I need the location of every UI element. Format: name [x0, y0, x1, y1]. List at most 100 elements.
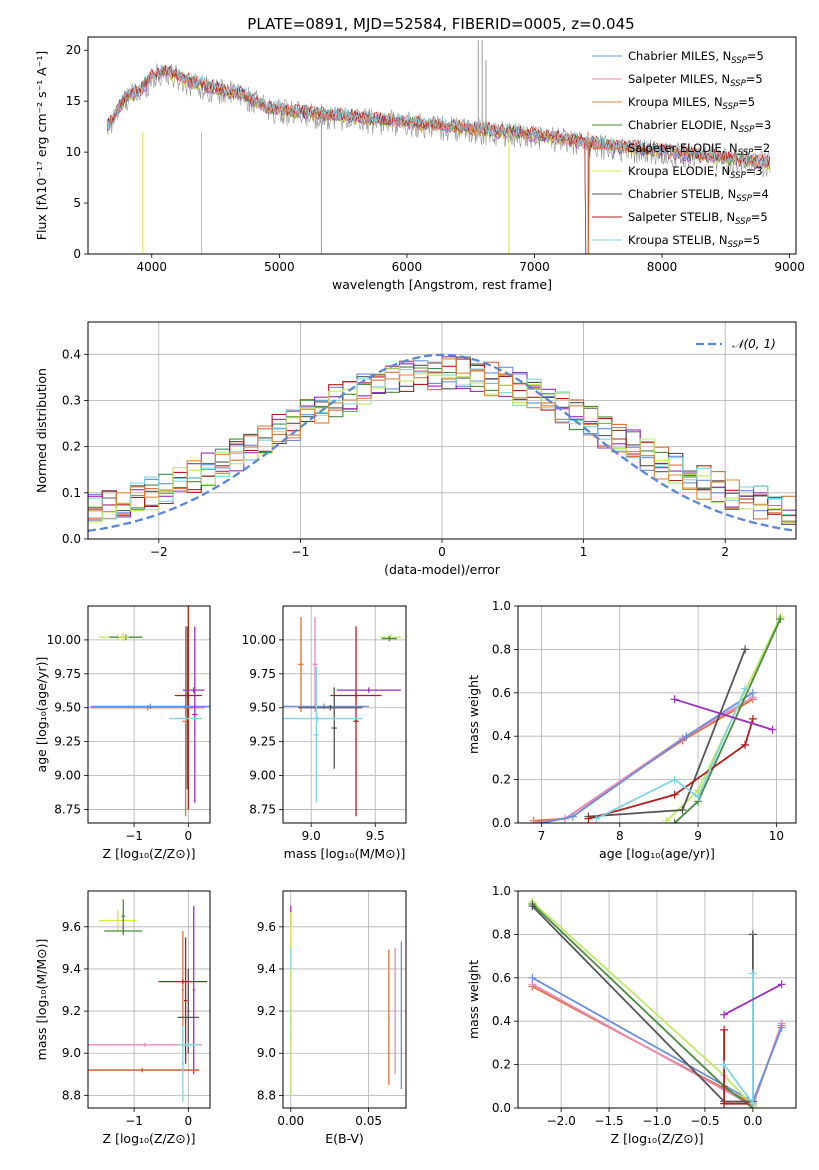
x-tick-label: 9.5	[366, 829, 385, 843]
mass-weight-marker	[748, 688, 757, 697]
legend-label: Chabrier ELODIE, NSSP=3	[628, 118, 771, 135]
mass-weight-marker	[678, 805, 687, 814]
gaussian-curve	[88, 353, 796, 533]
legend-label: Kroupa STELIB, NSSP=5	[628, 233, 760, 250]
legend-label: 𝒩(0, 1)	[732, 337, 776, 351]
x-tick-label: 0.05	[355, 1114, 382, 1128]
axes-frame	[87, 321, 797, 540]
data-point	[184, 999, 187, 1002]
x-axis-label: Z [log₁₀(Z/Z⊙)]	[103, 1131, 196, 1146]
mass-weight-marker	[720, 1010, 729, 1019]
y-tick-label: 0.4	[492, 1014, 511, 1028]
y-axis-label: age [log₁₀(age/yr)]	[34, 657, 49, 773]
data-point	[149, 705, 152, 708]
data-point	[187, 1043, 190, 1046]
y-tick-label: 0	[73, 247, 81, 261]
legend-label-sub: SSP	[723, 102, 739, 112]
legend-label-main: Kroupa STELIB, N	[628, 233, 728, 247]
x-tick-label: 6000	[392, 260, 423, 274]
legend-label-sub: SSP	[735, 217, 751, 227]
x-tick-label: −1.5	[594, 1114, 623, 1128]
legend-label: Salpeter ELODIE, NSSP=2	[628, 141, 770, 158]
panel-age_vs_Z: −1 0 8.75 9.00 9.25 9.50 9.75 10.00 Z [log₁₀(Z/Z…	[34, 605, 211, 861]
data-point	[181, 1062, 184, 1065]
legend-label-sub: SSP	[739, 125, 755, 135]
mass-weight-marker	[694, 792, 703, 801]
y-tick-label: 9.50	[249, 701, 276, 715]
data-point	[122, 915, 125, 918]
mass-weight-line	[595, 688, 746, 820]
y-tick-label: 9.4	[62, 962, 81, 976]
data-point	[289, 1031, 292, 1034]
x-tick-label: −1	[125, 829, 143, 843]
mass-weight-marker	[777, 980, 786, 989]
y-axis-label: Flux [fλ10⁻¹⁷ erg cm⁻² s⁻¹ A⁻¹]	[34, 51, 49, 240]
mass-weight-marker	[670, 775, 679, 784]
y-tick-label: 0.2	[62, 440, 81, 454]
plot-area	[106, 40, 771, 254]
y-tick-label: 9.2	[62, 1004, 81, 1018]
plot-area	[528, 897, 786, 1108]
y-tick-label: 0.0	[62, 532, 81, 546]
y-axis-label: mass weight	[466, 960, 481, 1039]
y-tick-label: 9.00	[54, 769, 81, 783]
x-tick-label: 7000	[519, 260, 550, 274]
data-point	[389, 636, 392, 639]
y-tick-label: 0.0	[492, 816, 511, 830]
y-tick-label: 9.6	[62, 920, 81, 934]
y-tick-label: 0.1	[62, 486, 81, 500]
y-tick-label: 0.8	[492, 642, 511, 656]
mass-weight-line	[588, 649, 746, 818]
axes-frame	[87, 605, 211, 824]
x-tick-label: 9.0	[302, 829, 321, 843]
data-point	[394, 1010, 397, 1012]
y-tick-label: 9.6	[257, 920, 276, 934]
mass-weight-marker	[741, 740, 750, 749]
legend-label-main: Salpeter MILES, N	[628, 72, 730, 86]
legend-label-main: Kroupa MILES, N	[628, 95, 723, 109]
mass-weight-line	[674, 698, 773, 731]
x-axis-label: wavelength [Angstrom, rest frame]	[332, 277, 552, 292]
x-tick-label: 0.00	[277, 1114, 304, 1128]
panel-weight_vs_Z: −2.0 −1.5 −1.0 −0.5 0.0 0.0 0.2 0.4 0.6 0.8 1.0 Z […	[466, 884, 797, 1146]
x-axis-label: (data-model)/error	[384, 562, 501, 577]
mass-weight-marker	[529, 819, 538, 823]
y-tick-label: 5	[73, 196, 81, 210]
plot-area	[88, 353, 796, 533]
x-tick-label: 9000	[774, 260, 805, 274]
panel-spectrum: 4000 5000 6000 7000 8000 9000 0 5 10 15 20 waveleng…	[34, 36, 805, 292]
x-axis-label: Z [log₁₀(Z/Z⊙)]	[611, 1131, 704, 1146]
x-tick-label: 0	[184, 829, 192, 843]
legend-label: Kroupa MILES, NSSP=5	[628, 95, 755, 112]
y-tick-label: 10.00	[47, 633, 81, 647]
legend-label-tail: =5	[738, 95, 755, 109]
x-tick-label: −1	[125, 1114, 143, 1128]
y-tick-label: 0.6	[492, 686, 511, 700]
axes-frame	[282, 605, 407, 824]
y-tick-label: 8.75	[249, 802, 276, 816]
y-tick-label: 0.4	[62, 347, 81, 361]
x-tick-label: 7	[538, 829, 546, 843]
axes-frame	[517, 605, 797, 824]
panel-mass_vs_Z: −1 0 8.8 9.0 9.2 9.4 9.6 Z [log₁₀(Z/Z⊙)] mass [l…	[34, 890, 211, 1146]
y-tick-label: 0.3	[62, 393, 81, 407]
panel-mass_vs_ebv: 0.00 0.05 8.8 9.0 9.2 9.4 9.6 E(B-V)	[257, 890, 407, 1146]
y-tick-label: 10.00	[242, 633, 276, 647]
legend-label: Chabrier STELIB, NSSP=4	[628, 187, 769, 204]
y-tick-label: 15	[66, 94, 81, 108]
legend-label-main: Chabrier MILES, N	[628, 49, 731, 63]
axes-frame	[517, 890, 797, 1109]
data-point	[289, 936, 292, 939]
y-tick-label: 1.0	[492, 599, 511, 613]
x-axis-label: E(B-V)	[325, 1131, 364, 1146]
mass-weight-line	[666, 616, 782, 822]
x-axis-label: mass [log₁₀(M/M⊙)]	[284, 846, 406, 861]
x-tick-label: 2	[721, 545, 729, 559]
legend-label-main: Chabrier ELODIE, N	[628, 118, 739, 132]
data-point	[187, 1010, 190, 1012]
data-point	[116, 919, 119, 922]
data-point	[193, 713, 196, 716]
panel-residuals: −2 −1 0 1 2 0.0 0.1 0.2 0.3 0.4 (data-model)/error…	[34, 321, 797, 577]
